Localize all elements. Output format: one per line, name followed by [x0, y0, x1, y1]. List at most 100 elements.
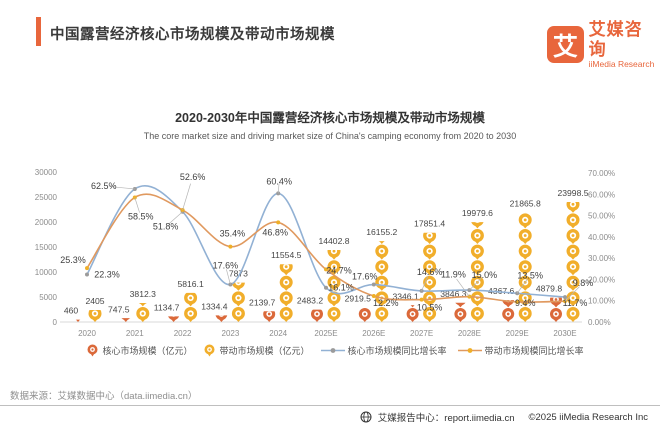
pin-icon	[76, 319, 80, 322]
chart-title: 2020-2030年中国露营经济核心市场规模及带动市场规模	[175, 111, 485, 125]
pin-icon	[410, 305, 415, 308]
iimedia-logo-icon: 艾	[547, 26, 584, 64]
pictograph-stack	[518, 212, 532, 322]
svg-text:9.8%: 9.8%	[573, 278, 594, 288]
data-source-note: 数据来源：艾媒数据中心（data.iimedia.cn）	[10, 391, 198, 402]
legend-driving-market: 带动市场规模（亿元）	[203, 344, 310, 357]
svg-text:2405: 2405	[85, 296, 104, 306]
svg-text:2024: 2024	[269, 329, 287, 338]
driving-growth-line	[86, 193, 566, 303]
svg-text:2026E: 2026E	[362, 329, 385, 338]
svg-text:12.2%: 12.2%	[373, 298, 399, 308]
svg-text:1134.7: 1134.7	[154, 302, 180, 312]
core-market-pin-icon	[86, 344, 99, 357]
svg-text:62.5%: 62.5%	[91, 181, 117, 191]
svg-text:2027E: 2027E	[410, 329, 433, 338]
svg-text:46.8%: 46.8%	[262, 227, 288, 237]
svg-text:16155.2: 16155.2	[366, 227, 397, 237]
svg-text:5816.1: 5816.1	[177, 279, 204, 289]
svg-text:17851.4: 17851.4	[414, 219, 445, 229]
svg-text:0: 0	[53, 318, 58, 327]
pictograph-stack	[76, 319, 80, 322]
footer-divider	[0, 405, 660, 406]
svg-text:60.4%: 60.4%	[266, 176, 292, 186]
svg-text:3812.3: 3812.3	[130, 289, 157, 299]
core-growth-line-icon	[320, 344, 345, 357]
svg-text:4879.8: 4879.8	[536, 284, 563, 294]
pictograph-stack	[423, 232, 437, 322]
logo-name-en: iiMedia Research	[588, 59, 655, 70]
pictograph-stack	[215, 315, 228, 322]
svg-text:30000: 30000	[35, 168, 58, 177]
pictograph-stack	[88, 309, 102, 322]
legend-core-growth: 核心市场规模同比增长率	[320, 344, 447, 357]
pictograph-stack	[327, 249, 341, 322]
pictograph-stack	[470, 222, 484, 322]
pictograph-stack	[311, 309, 323, 322]
svg-text:2025E: 2025E	[314, 329, 337, 338]
svg-text:2021: 2021	[126, 329, 144, 338]
chart-subtitle: The core market size and driving market …	[143, 131, 517, 141]
legend-core-market: 核心市场规模（亿元）	[86, 344, 192, 357]
pictograph-stack	[121, 318, 131, 322]
logo-mark-glyph: 艾	[552, 32, 578, 61]
logo-text: 艾媒咨询 iiMedia Research	[589, 20, 660, 69]
pictograph-stack	[406, 305, 419, 322]
svg-text:2029E: 2029E	[506, 329, 529, 338]
svg-text:10.5%: 10.5%	[417, 303, 443, 313]
pictograph-stack	[136, 302, 150, 322]
svg-text:3846.3: 3846.3	[440, 289, 467, 299]
footer: 艾媒报告中心：report.iimedia.cn ©2025 iiMedia R…	[360, 410, 648, 424]
svg-text:19979.6: 19979.6	[462, 208, 493, 218]
svg-text:52.6%: 52.6%	[180, 172, 206, 182]
svg-text:60.00%: 60.00%	[588, 190, 615, 199]
svg-text:25.3%: 25.3%	[60, 255, 86, 265]
svg-text:2022: 2022	[174, 329, 192, 338]
growth-rate-labels: 22.3%62.5%51.8%17.6%60.4%16.1%17.6% 14.6%…	[60, 172, 593, 313]
pictograph-stack	[168, 316, 180, 322]
logo-name-cn: 艾媒咨询	[588, 20, 643, 59]
svg-text:2023: 2023	[222, 329, 240, 338]
pictograph-stack	[279, 264, 293, 322]
chart-legend: 核心市场规模（亿元） 带动市场规模（亿元） 核心市场规模同比增长率 带动市场规模…	[70, 344, 600, 357]
pictograph-stack	[454, 302, 467, 322]
legend-label: 核心市场规模同比增长率	[347, 346, 447, 356]
driving-market-pin-icon	[203, 344, 216, 357]
svg-text:2919.5: 2919.5	[345, 293, 372, 303]
svg-text:20000: 20000	[35, 218, 58, 227]
svg-text:0.00%: 0.00%	[588, 318, 611, 327]
svg-text:16.1%: 16.1%	[328, 283, 354, 293]
svg-text:25000: 25000	[35, 193, 58, 202]
pictograph-stack	[550, 297, 562, 322]
svg-text:3346.1: 3346.1	[392, 291, 419, 301]
svg-text:11554.5: 11554.5	[271, 250, 302, 260]
svg-text:21865.8: 21865.8	[510, 199, 541, 209]
pictograph-stack	[184, 292, 198, 322]
driving-growth-line-icon	[457, 344, 482, 357]
svg-text:15000: 15000	[35, 243, 58, 252]
svg-text:20.00%: 20.00%	[588, 275, 615, 284]
svg-text:58.5%: 58.5%	[128, 211, 154, 221]
pin-icon	[525, 212, 526, 213]
svg-text:15.0%: 15.0%	[472, 270, 498, 280]
svg-text:23998.5: 23998.5	[557, 188, 588, 198]
pictograph-stack	[502, 300, 515, 322]
title-accent-bar	[36, 17, 41, 46]
svg-text:10000: 10000	[35, 268, 58, 277]
pictograph-stack	[231, 282, 245, 322]
svg-text:9.4%: 9.4%	[515, 298, 536, 308]
svg-text:40.00%: 40.00%	[588, 233, 615, 242]
svg-text:10.00%: 10.00%	[588, 297, 615, 306]
legend-label: 带动市场规模（亿元）	[219, 346, 310, 356]
svg-text:24.7%: 24.7%	[326, 265, 352, 275]
svg-text:17.6%: 17.6%	[213, 261, 239, 271]
svg-text:1334.4: 1334.4	[201, 301, 228, 311]
svg-text:17.6%: 17.6%	[352, 272, 378, 282]
pictograph-stack	[263, 311, 276, 322]
axis-labels: 0 5000 10000 15000 20000 25000 30000 0.00% 10.00…	[35, 168, 615, 338]
report-center-text: 艾媒报告中心：report.iimedia.cn	[377, 413, 515, 424]
svg-text:35.4%: 35.4%	[220, 229, 246, 239]
chart-canvas: 0 5000 10000 15000 20000 25000 30000 0.00% 10.00…	[35, 168, 615, 338]
